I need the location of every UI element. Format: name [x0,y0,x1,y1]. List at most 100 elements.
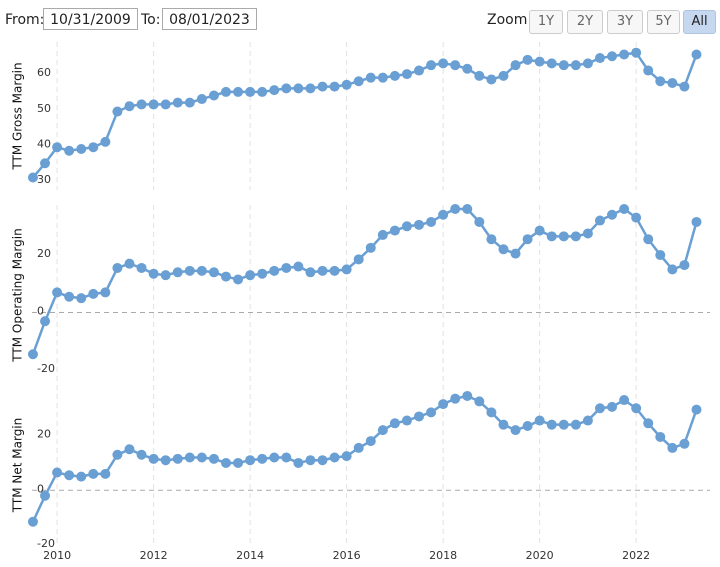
data-point [52,467,63,478]
data-point [76,293,87,304]
data-point [582,228,593,239]
data-point [582,415,593,426]
data-point [438,209,449,220]
data-point [172,97,183,108]
data-point [112,106,123,117]
data-point [184,452,195,463]
data-point [245,455,256,466]
data-point [522,234,533,245]
data-point [341,264,352,275]
to-input[interactable]: 08/01/2023 [162,8,257,30]
data-point [257,268,268,279]
data-point [184,97,195,108]
data-point [52,287,63,298]
from-input[interactable]: 10/31/2009 [43,8,138,30]
data-point [534,56,545,67]
data-point [305,83,316,94]
data-point [570,231,581,242]
data-point [317,455,328,466]
data-point [136,449,147,460]
data-point [377,425,388,436]
zoom-button[interactable]: 5Y [647,10,680,34]
data-point [414,411,425,422]
x-tick-label: 2012 [140,549,168,562]
data-point [100,136,111,147]
data-point [293,83,304,94]
data-point [257,453,268,464]
data-point [631,403,642,414]
data-point [160,455,171,466]
zoom-button[interactable]: All [683,10,716,34]
y-tick-label: 0 [37,305,44,318]
data-point [498,70,509,81]
zoom-button[interactable]: 3Y [607,10,643,34]
data-point [233,457,244,468]
data-point [305,267,316,278]
data-point [401,415,412,426]
data-point [655,250,666,261]
data-point [570,419,581,430]
data-point [546,419,557,430]
y-tick-label: 20 [37,247,51,260]
data-point [522,54,533,65]
data-point [389,70,400,81]
data-point [486,74,497,85]
data-point [233,274,244,285]
data-point [136,99,147,110]
data-point [401,69,412,80]
data-point [643,418,654,429]
data-point [148,453,159,464]
data-point [486,234,497,245]
data-point [438,58,449,69]
y-tick-label: 60 [37,66,51,79]
data-point [365,72,376,83]
data-point [377,72,388,83]
y-tick-label: 30 [37,173,51,186]
data-point [329,452,340,463]
zoom-button[interactable]: 2Y [567,10,603,34]
data-point [341,79,352,90]
data-point [329,81,340,92]
data-point [184,265,195,276]
data-point [341,451,352,462]
data-point [594,403,605,414]
data-point [353,254,364,265]
data-point [691,49,702,60]
y-tick-label: 40 [37,137,51,150]
data-point [643,234,654,245]
data-point [438,399,449,410]
data-point [293,261,304,272]
data-point [220,271,231,282]
data-point [196,94,207,105]
zoom-button[interactable]: 1Y [529,10,563,34]
data-point [570,60,581,71]
series-line [31,394,698,523]
data-point [607,401,618,412]
data-point [486,407,497,418]
y-tick-label: 50 [37,102,51,115]
from-label: From: [5,12,45,28]
data-point [172,453,183,464]
data-point [558,60,569,71]
data-point [643,65,654,76]
data-point [619,49,630,60]
data-point [64,470,75,481]
data-point [233,86,244,97]
y-tick-label: -20 [37,362,55,375]
data-point [317,81,328,92]
data-point [40,490,51,501]
toolbar: From: 10/31/2009 To: 08/01/2023 Zoom: 1Y… [0,0,720,40]
series-line [31,207,698,355]
data-point [667,442,678,453]
data-point [269,265,280,276]
data-point [534,225,545,236]
data-point [329,265,340,276]
data-point [546,231,557,242]
data-point [426,407,437,418]
data-point [124,444,135,455]
data-point [112,262,123,273]
data-point [691,404,702,415]
data-point [558,419,569,430]
data-point [607,51,618,62]
